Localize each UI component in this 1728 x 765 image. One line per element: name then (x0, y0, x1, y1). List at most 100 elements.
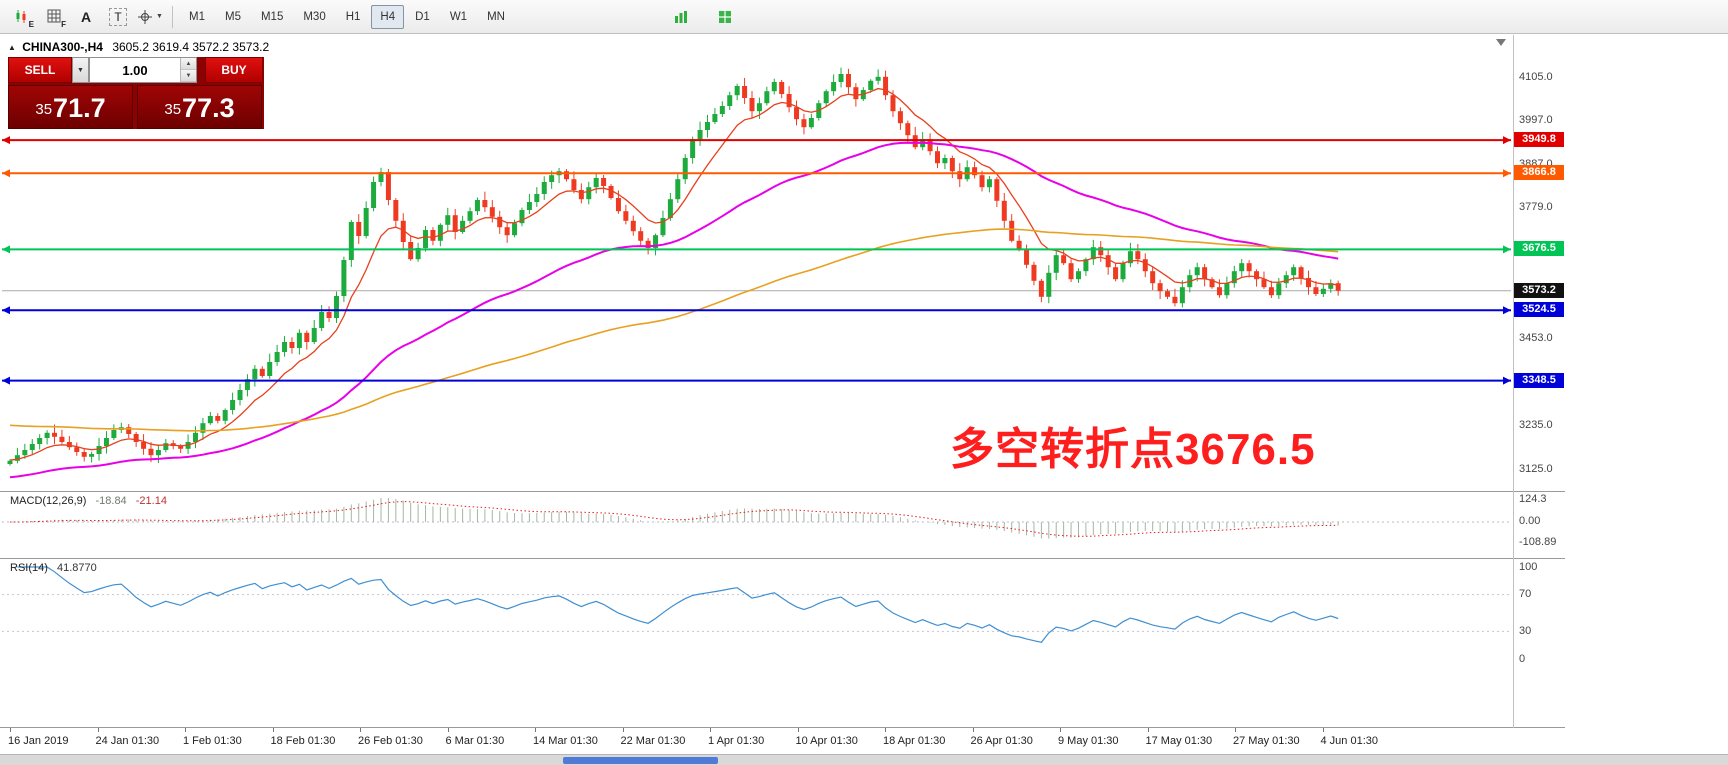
symbol-line: ▲ CHINA300-,H4 3605.2 3619.4 3572.2 3573… (8, 40, 269, 54)
green-grid-icon[interactable] (711, 4, 739, 30)
price-level-badge: 3676.5 (1514, 241, 1564, 257)
sell-price-tile[interactable]: 35 71.7 (8, 85, 133, 129)
rsi-axis-70: 70 (1519, 588, 1532, 600)
chart-shift-marker[interactable] (1496, 39, 1506, 46)
sell-button[interactable]: SELL (8, 57, 72, 83)
buy-price-tile[interactable]: 35 77.3 (137, 85, 262, 129)
rsi-line (17, 566, 1339, 643)
volume-input[interactable] (90, 58, 180, 82)
date-label: 24 Jan 01:30 (95, 735, 160, 747)
timeframe-m30[interactable]: M30 (303, 10, 326, 23)
rsi-header: RSI(14) 41.8770 (10, 562, 97, 574)
price-level-badge: 3866.8 (1514, 165, 1564, 181)
green-bars-glyph (674, 10, 687, 23)
time-tick (185, 728, 186, 732)
date-label: 26 Apr 01:30 (970, 735, 1033, 747)
buy-button[interactable]: BUY (205, 57, 263, 83)
chart-pattern-icon[interactable]: E (8, 4, 36, 30)
date-label: 18 Feb 01:30 (270, 735, 336, 747)
macd-axis-zero: 0.00 (1519, 515, 1541, 527)
time-tick (1235, 728, 1236, 732)
green-chart-icon[interactable] (667, 4, 695, 30)
date-label: 1 Feb 01:30 (183, 735, 242, 747)
symbol-label: CHINA300-,H4 (22, 40, 103, 54)
buy-price-frac: .3 (212, 93, 235, 123)
rsi-axis-30: 30 (1519, 625, 1532, 637)
date-label: 4 Jun 01:30 (1320, 735, 1379, 747)
rsi-axis-100: 100 (1519, 561, 1538, 573)
rsi-title: RSI(14) (10, 562, 48, 574)
timeframe-mn[interactable]: MN (487, 10, 505, 23)
scrollbar-thumb[interactable] (563, 757, 718, 764)
timeframe-h4[interactable]: H4 (371, 4, 405, 29)
crosshair-tool[interactable]: ▼ (136, 4, 164, 30)
sell-price-frac: .7 (83, 93, 106, 123)
time-tick (535, 728, 536, 732)
date-label: 26 Feb 01:30 (358, 735, 423, 747)
time-tick (1060, 728, 1061, 732)
text-box-tool[interactable]: T (104, 4, 132, 30)
macd-signal-line (10, 501, 1339, 537)
price-axis-label: 3997.0 (1519, 114, 1553, 127)
ma-line-medium (9, 141, 1339, 479)
timeframe-m5[interactable]: M5 (224, 10, 241, 23)
time-tick (447, 728, 449, 732)
timeframe-h1[interactable]: H1 (345, 10, 361, 23)
time-tick (622, 728, 624, 732)
spin-down-icon[interactable]: ▼ (181, 70, 196, 82)
time-tick (1322, 728, 1324, 732)
time-tick (1147, 728, 1149, 732)
rsi-value: 41.8770 (56, 562, 97, 574)
macd-signal-value: -21.14 (135, 495, 167, 507)
sell-price-big: 71 (53, 93, 84, 123)
price-axis-separator (1513, 35, 1514, 728)
date-label: 6 Mar 01:30 (445, 735, 505, 747)
macd-histogram (16, 498, 1339, 539)
volume-stepper: ▲ ▼ (180, 58, 196, 82)
chevron-down-icon[interactable]: ▼ (156, 13, 163, 20)
toolbar-separator (172, 5, 173, 28)
macd-axis-min: -108.89 (1519, 536, 1557, 548)
grid-tool-icon[interactable]: F (40, 4, 68, 30)
ma-line-fast (9, 87, 1339, 461)
timeframe-w1[interactable]: W1 (449, 10, 468, 23)
price-level-badge: 3524.5 (1514, 302, 1564, 318)
timeframe-d1[interactable]: D1 (415, 10, 430, 23)
green-grid-glyph (718, 10, 731, 23)
time-tick (885, 728, 886, 732)
date-label: 18 Apr 01:30 (883, 735, 946, 747)
spin-up-icon[interactable]: ▲ (181, 58, 196, 70)
ohlc-values: 3605.2 3619.4 3572.2 3573.2 (112, 40, 270, 54)
top-toolbar: E F A T ▼ M1 M5 M15 M30 H1 H4 D1 W1 MN (0, 0, 1728, 34)
volume-dropdown-button[interactable]: ▼ (72, 57, 89, 83)
crosshair-icon (138, 9, 153, 24)
price-axis-label: 3125.0 (1519, 463, 1553, 475)
volume-box: ▲ ▼ (89, 57, 197, 83)
date-label: 10 Apr 01:30 (795, 735, 858, 747)
date-label: 27 May 01:30 (1233, 735, 1300, 747)
price-axis-label: 3779.0 (1519, 201, 1553, 214)
price-chart-canvas[interactable] (0, 35, 1513, 491)
macd-canvas[interactable] (0, 492, 1513, 558)
timeframe-m15[interactable]: M15 (260, 10, 284, 23)
date-label: 14 Mar 01:30 (533, 735, 598, 747)
text-label-tool[interactable]: A (72, 4, 100, 30)
time-tick (272, 728, 274, 732)
candles-glyph (16, 9, 26, 23)
letter-t: T (109, 7, 127, 26)
letter-a: A (80, 8, 92, 25)
macd-header: MACD(12,26,9) -18.84 -21.14 (10, 495, 167, 507)
time-tick (797, 728, 799, 732)
collapse-icon[interactable]: ▲ (8, 43, 16, 52)
time-tick (10, 728, 11, 732)
grid-glyph (47, 9, 60, 23)
timeframe-m1[interactable]: M1 (189, 10, 205, 23)
time-axis[interactable]: 16 Jan 2019 24 Jan 01:30 1 Feb 01:30 18 Feb… (0, 728, 1565, 753)
sub-label-f: F (61, 19, 66, 29)
rsi-axis-0: 0 (1519, 653, 1526, 665)
current-price-badge: 3573.2 (1514, 282, 1564, 298)
date-label: 22 Mar 01:30 (620, 735, 686, 747)
rsi-canvas[interactable] (0, 559, 1513, 727)
price-level-badge: 3348.5 (1514, 372, 1564, 388)
